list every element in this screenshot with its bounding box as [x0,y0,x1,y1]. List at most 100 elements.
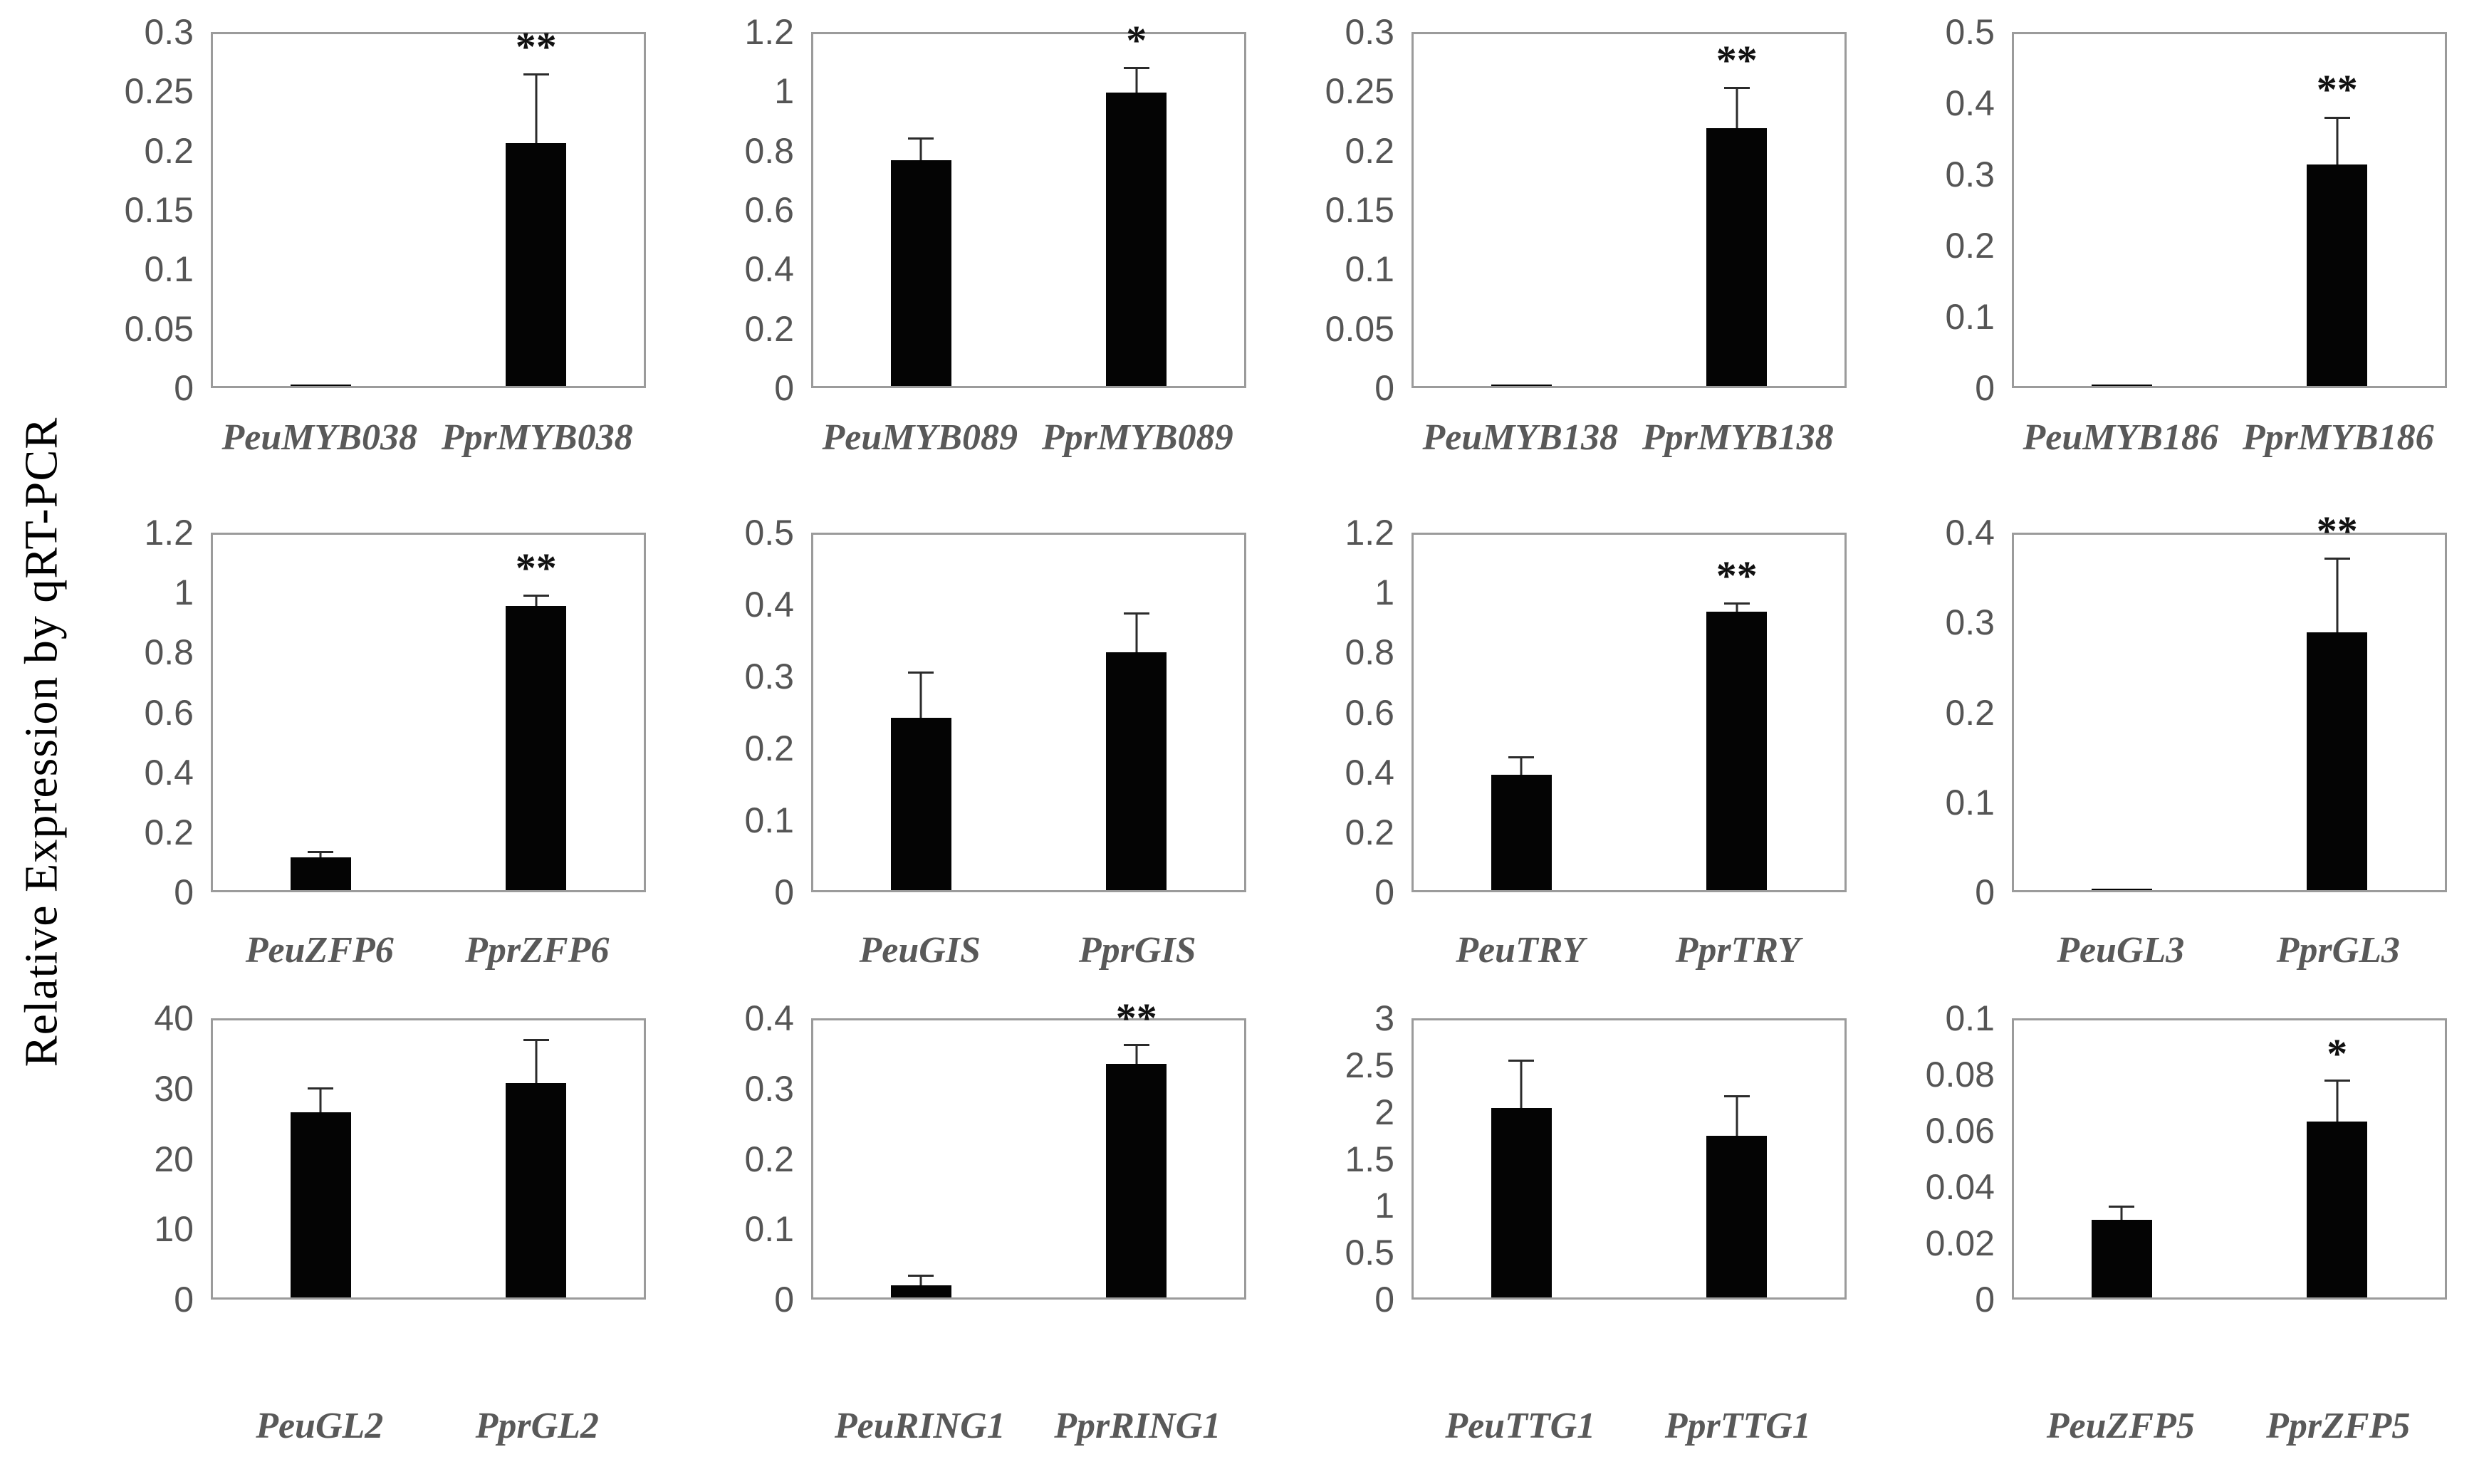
y-tick-label: 0 [174,872,194,912]
error-bar-cap [523,73,549,75]
y-tick-label: 0.1 [1945,297,1995,337]
category-label: PprMYB089 [1041,417,1233,458]
bar-PprZFP6 [506,605,567,890]
x-axis-labels: PeuMYB038 PprMYB038 [211,417,646,466]
y-tick-label: 0 [774,368,794,408]
category-label: PprMYB038 [441,417,633,458]
chart-body: 0 0.1 0.2 0.3 0.4 0.5 [683,515,1283,910]
error-bar-stem [1520,758,1523,775]
significance-marker: ** [1716,552,1758,599]
y-axis-ticks: 0 0.05 0.1 0.15 0.2 0.25 0.3 [83,14,211,406]
error-bar-cap [2109,1205,2135,1208]
bar-PeuTRY [1491,774,1552,890]
category-label: PprMYB138 [1642,417,1834,458]
y-axis-ticks: 0 0.2 0.4 0.6 0.8 1 1.2 [1283,515,1411,910]
chart-body: 0 0.1 0.2 0.3 0.4 ** [683,998,1283,1317]
error-bar-stem [919,1276,922,1285]
y-tick-label: 0.04 [1925,1167,1995,1207]
bar-PeuMYB038 [290,385,351,386]
chart-body: 0 0.2 0.4 0.6 0.8 1 1.2 * [683,14,1283,406]
chart-panel: 0 0.02 0.04 0.06 0.08 0.1 * PeuZFP5 PprZFP5 [1884,986,2484,1484]
category-label: PeuZFP6 [245,930,394,971]
bar-PprTRY [1706,612,1768,890]
error-bar-cap [908,1274,934,1277]
x-axis-labels: PeuTRY PprTRY [1411,929,1847,979]
y-tick-label: 1 [174,573,194,613]
category-label: PeuMYB089 [822,417,1018,458]
y-tick-label: 0.1 [1945,998,1995,1038]
y-tick-label: 0.3 [1945,602,1995,643]
chart-body: 0 0.2 0.4 0.6 0.8 1 1.2 ** [1283,515,1884,910]
bar-PprZFP5 [2307,1122,2368,1297]
y-tick-label: 0 [1975,872,1995,912]
y-axis-ticks: 0 0.2 0.4 0.6 0.8 1 1.2 [83,515,211,910]
category-label: PprZFP6 [465,930,610,971]
chart-body: 0 0.1 0.2 0.3 0.4 ** [1884,510,2484,910]
y-tick-label: 2 [1374,1092,1394,1132]
y-tick-label: 0.3 [744,657,794,696]
chart-panel: 0 0.1 0.2 0.3 0.4 ** PeuRING1 PprRING1 [683,986,1283,1484]
y-tick-label: 0.1 [744,1209,794,1250]
chart-panel: 0 0.1 0.2 0.3 0.4 ** PeuGL3 PprGL3 [1884,501,2484,986]
error-bar-stem [535,75,538,144]
error-bar-stem [1736,89,1738,128]
bar-PprMYB089 [1106,93,1167,386]
chart-body: 0 0.05 0.1 0.15 0.2 0.25 0.3 ** [83,14,683,406]
y-tick-label: 40 [154,998,194,1038]
bar-PeuMYB089 [890,160,951,386]
y-tick-label: 0.8 [744,130,794,171]
bar-PeuZFP6 [290,857,351,890]
y-axis-title-wrap: Relative Expression by qRT-PCR [0,0,83,1484]
y-tick-label: 0.3 [1945,155,1995,194]
y-tick-label: 0.8 [144,632,194,673]
y-tick-label: 0.2 [744,1139,794,1179]
x-axis-labels: PeuMYB089 PprMYB089 [811,417,1246,466]
plot-area: ** [2012,32,2447,388]
category-label: PeuGL3 [2057,930,2185,971]
error-bar-stem [2336,1081,2339,1122]
bar-PeuMYB186 [2091,385,2152,386]
chart-body: 0 0.2 0.4 0.6 0.8 1 1.2 ** [83,515,683,910]
category-label: PeuMYB038 [221,417,417,458]
y-tick-label: 0.25 [1325,71,1394,112]
bar-PprMYB186 [2307,164,2368,386]
error-bar-stem [535,1041,538,1083]
chart-panel: 0 0.5 1 1.5 2 2.5 3 PeuTTG1 PprTTG1 [1283,986,1884,1484]
y-tick-label: 0.4 [1945,513,1995,553]
error-bar-cap [2324,557,2350,560]
error-bar-stem [2120,1207,2123,1221]
category-label: PprGIS [1078,930,1196,971]
y-axis-ticks: 0 0.2 0.4 0.6 0.8 1 1.2 [683,14,811,406]
y-tick-label: 0 [174,1280,194,1320]
error-bar-cap [308,1087,334,1090]
category-label: PeuTRY [1456,930,1585,971]
x-axis-labels: PeuZFP6 PprZFP6 [211,929,646,979]
chart-body: 0 0.05 0.1 0.15 0.2 0.25 0.3 ** [1283,14,1884,406]
error-bar-stem [319,1090,322,1113]
chart-panel: 0 0.05 0.1 0.15 0.2 0.25 0.3 ** PeuMYB038 PprMY… [83,0,683,501]
y-tick-label: 0.06 [1925,1111,1995,1151]
bar-PprMYB138 [1706,127,1768,386]
category-label: PeuGL2 [256,1406,384,1446]
x-axis-labels: PeuGL3 PprGL3 [2012,929,2447,979]
y-tick-label: 1.2 [744,12,794,52]
error-bar-stem [1736,1097,1738,1136]
y-tick-label: 0.6 [744,190,794,230]
y-tick-label: 0.4 [1345,752,1394,793]
significance-marker: * [2327,1030,2348,1077]
y-tick-label: 1.5 [1345,1139,1394,1179]
y-tick-label: 1.2 [1345,513,1394,553]
plot-area: * [2012,1018,2447,1300]
y-tick-label: 0.5 [1345,1233,1394,1273]
category-label: PprTRY [1675,930,1800,971]
y-tick-label: 30 [154,1068,194,1109]
y-tick-label: 0.4 [1945,83,1995,123]
y-tick-label: 0.2 [1345,130,1394,171]
bar-PprTTG1 [1706,1136,1768,1297]
plot-area [811,533,1246,892]
error-bar-cap [908,137,934,140]
chart-body: 0 0.5 1 1.5 2 2.5 3 [1283,1000,1884,1317]
x-axis-labels: PeuGL2 PprGL2 [211,1405,646,1455]
y-tick-label: 0.2 [144,130,194,171]
bar-PprGL3 [2307,632,2368,890]
